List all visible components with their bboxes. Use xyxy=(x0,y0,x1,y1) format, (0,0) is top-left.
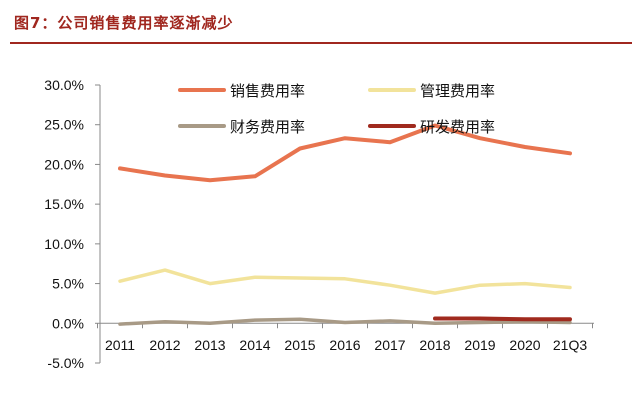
series-line-0 xyxy=(118,123,572,183)
x-tick-label: 21Q3 xyxy=(553,337,587,353)
y-tick-label: 25.0% xyxy=(44,117,84,133)
legend-label: 财务费用率 xyxy=(230,118,305,136)
x-tick-label: 2018 xyxy=(419,337,450,353)
x-tick-label: 2019 xyxy=(464,337,495,353)
x-tick-label: 2016 xyxy=(329,337,360,353)
y-tick-label: 30.0% xyxy=(44,77,84,93)
x-tick-label: 2020 xyxy=(509,337,540,353)
y-tick-label: 20.0% xyxy=(44,156,84,172)
x-tick-label: 2017 xyxy=(374,337,405,353)
legend-label: 研发费用率 xyxy=(420,118,495,136)
legend-label: 销售费用率 xyxy=(230,82,305,100)
y-tick-label: -5.0% xyxy=(47,355,84,371)
series-layer xyxy=(118,123,572,326)
series-line-1 xyxy=(118,268,572,295)
x-tick-label: 2012 xyxy=(149,337,180,353)
y-tick-label: 10.0% xyxy=(44,236,84,252)
series-line-3 xyxy=(433,316,572,322)
y-tick-label: 15.0% xyxy=(44,196,84,212)
series-line-2 xyxy=(118,317,572,326)
x-tick-label: 2013 xyxy=(194,337,225,353)
y-tick-labels: -5.0% 0.0% 5.0% 10.0% 15.0% 20.0% 25.0% 30.0% xyxy=(44,77,84,371)
x-tick-labels: 2011 2012 2013 2014 2015 2016 2017 2018 2019 2020… xyxy=(105,337,587,353)
x-tick-label: 2015 xyxy=(284,337,315,353)
x-tick-label: 2014 xyxy=(239,337,270,353)
x-tick-label: 2011 xyxy=(105,337,135,353)
legend-label: 管理费用率 xyxy=(420,82,495,100)
title-divider xyxy=(10,42,632,44)
y-tick-label: 0.0% xyxy=(52,315,84,331)
figure-title: 图7：公司销售费用率逐渐减少 xyxy=(14,14,234,32)
y-tick-label: 5.0% xyxy=(52,276,84,292)
